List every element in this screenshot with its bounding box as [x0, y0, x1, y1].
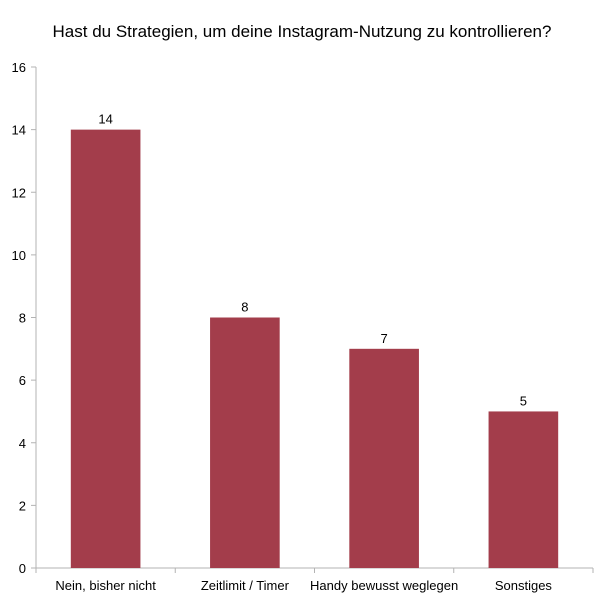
data-label: 8 — [241, 300, 248, 315]
x-tick-label: Sonstiges — [495, 578, 553, 593]
y-tick-label: 16 — [12, 60, 26, 75]
x-tick-label: Nein, bisher nicht — [55, 578, 156, 593]
x-tick-label: Handy bewusst weglegen — [310, 578, 458, 593]
data-label: 14 — [98, 112, 112, 127]
labels: 0 2 4 6 8 10 12 14 16 14 Nein, bisher nicht 8 Zeitli… — [12, 60, 553, 593]
data-label: 5 — [520, 393, 527, 408]
y-tick-label: 14 — [12, 123, 26, 138]
bar — [349, 348, 419, 568]
bar — [70, 129, 141, 568]
y-tick-label: 8 — [19, 311, 26, 326]
bar — [488, 411, 559, 568]
y-tick-label: 10 — [12, 248, 26, 263]
x-tick-label: Zeitlimit / Timer — [201, 578, 290, 593]
data-label: 7 — [381, 331, 388, 346]
bar — [210, 317, 280, 568]
y-tick-label: 12 — [12, 185, 26, 200]
bars — [70, 129, 559, 568]
y-tick-label: 0 — [19, 561, 26, 576]
chart-title: Hast du Strategien, um deine Instagram-N… — [53, 22, 552, 41]
y-tick-label: 6 — [19, 373, 26, 388]
y-tick-label: 2 — [19, 498, 26, 513]
y-tick-label: 4 — [19, 436, 26, 451]
